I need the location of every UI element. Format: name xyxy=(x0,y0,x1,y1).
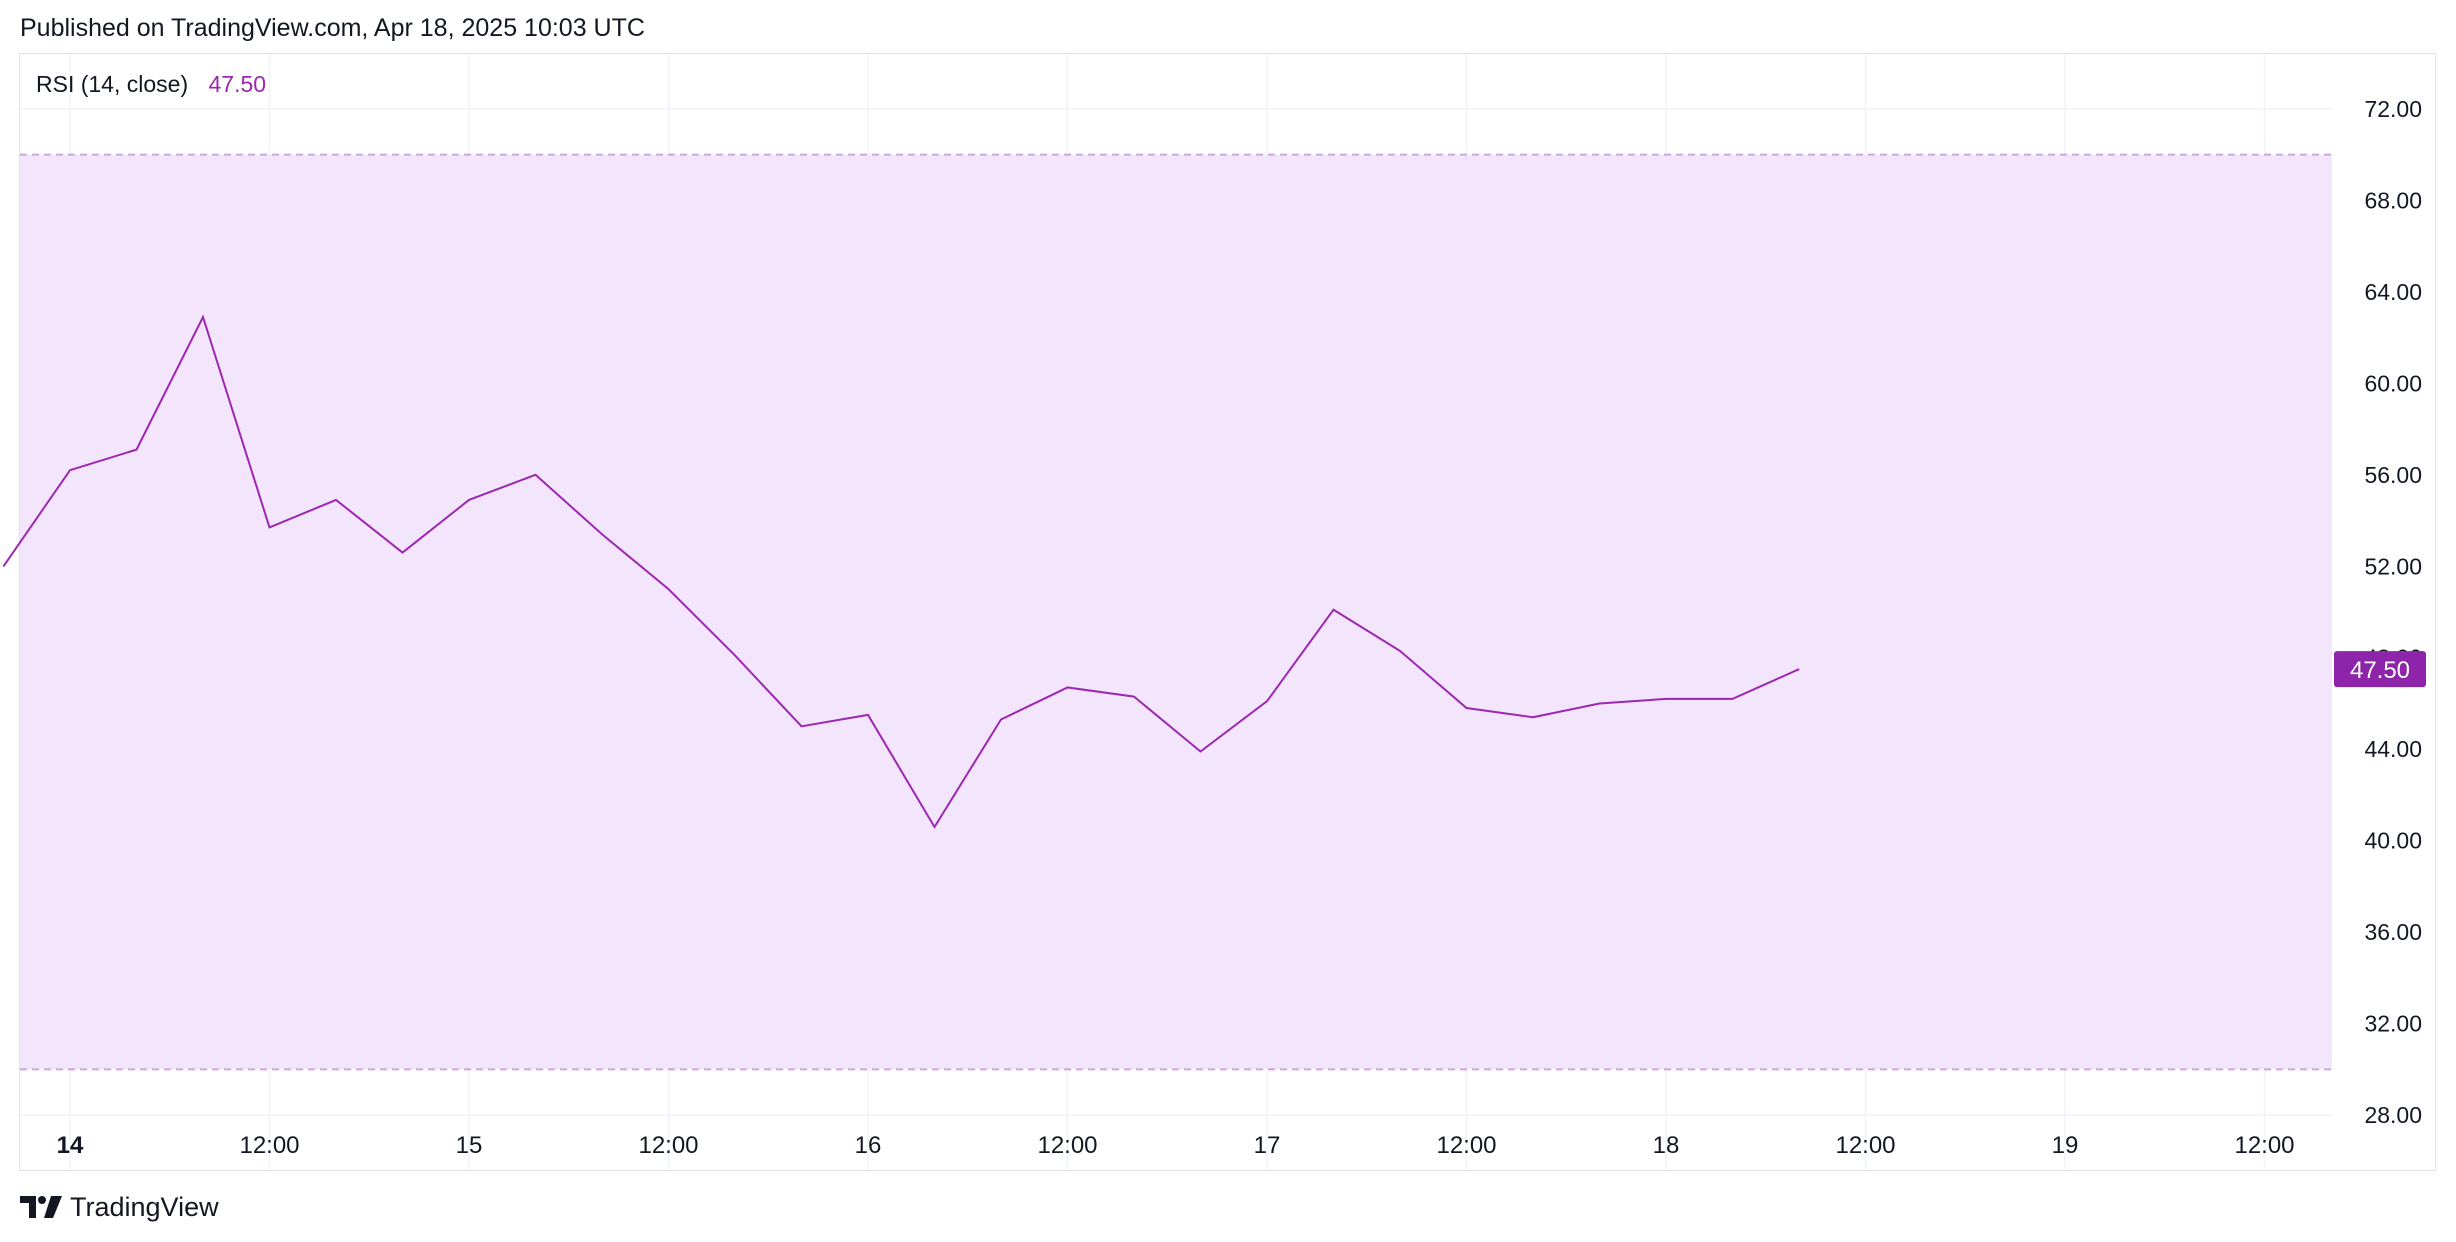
rsi-point xyxy=(1665,698,1667,700)
y-tick-label: 52.00 xyxy=(2364,553,2422,579)
x-day-label: 16 xyxy=(855,1132,882,1159)
y-tick-label: 32.00 xyxy=(2364,1011,2422,1037)
published-caption: Published on TradingView.com, Apr 18, 20… xyxy=(20,14,645,42)
rsi-point xyxy=(335,499,337,501)
brand-name: TradingView xyxy=(70,1191,219,1222)
x-day-label: 19 xyxy=(2052,1132,2079,1159)
rsi-point xyxy=(1000,718,1002,720)
y-tick-label: 28.00 xyxy=(2364,1102,2422,1128)
chart-frame xyxy=(19,53,2436,1171)
rsi-point xyxy=(934,826,935,828)
brand-footer[interactable]: TradingView xyxy=(20,1192,219,1222)
x-time-label: 12:00 xyxy=(1436,1132,1496,1159)
last-value-badge: 47.50 xyxy=(2334,651,2426,688)
y-tick-label: 36.00 xyxy=(2364,919,2422,945)
x-day-label: 18 xyxy=(1653,1132,1680,1159)
rsi-point xyxy=(1532,716,1534,718)
rsi-point xyxy=(535,474,536,476)
last-value-badge-text: 47.50 xyxy=(2350,657,2410,684)
x-time-label: 12:00 xyxy=(1835,1132,1895,1159)
rsi-point xyxy=(468,499,470,501)
x-time-label: 12:00 xyxy=(239,1132,299,1159)
rsi-point xyxy=(69,469,71,471)
y-tick-label: 64.00 xyxy=(2364,279,2422,305)
x-time-label: 12:00 xyxy=(2234,1132,2294,1159)
rsi-point xyxy=(1466,707,1467,709)
rsi-point xyxy=(668,588,669,590)
y-tick-label: 72.00 xyxy=(2364,96,2422,122)
rsi-series xyxy=(2,314,1800,829)
rsi-point xyxy=(1599,702,1600,704)
x-day-label: 17 xyxy=(1254,1132,1281,1159)
overbought-oversold-band xyxy=(20,153,2332,1071)
rsi-line xyxy=(2,314,1800,829)
rsi-point xyxy=(1798,668,1800,670)
rsi-point xyxy=(801,725,802,727)
rsi-point xyxy=(1133,696,1135,698)
rsi-point xyxy=(601,533,603,535)
x-day-label: 15 xyxy=(456,1132,483,1159)
rsi-point xyxy=(1399,650,1401,652)
rsi-band-fill xyxy=(20,154,2332,1070)
rsi-point xyxy=(3,565,4,567)
rsi-point xyxy=(867,714,869,716)
rsi-point xyxy=(1067,686,1068,688)
y-tick-label: 60.00 xyxy=(2364,370,2422,396)
rsi-point xyxy=(1266,700,1268,702)
last-value-badge-bg xyxy=(2334,651,2426,688)
rsi-point xyxy=(1333,609,1334,611)
rsi-point xyxy=(1732,698,1733,700)
rsi-point xyxy=(734,654,736,656)
price-axis: 28.0032.0036.0040.0044.0048.0052.0056.00… xyxy=(2364,96,2422,1128)
rsi-point xyxy=(269,526,270,528)
x-time-label: 12:00 xyxy=(1037,1132,1097,1159)
indicator-name: RSI (14, close) xyxy=(36,71,189,97)
y-tick-label: 68.00 xyxy=(2364,187,2422,213)
rsi-point xyxy=(202,316,204,318)
indicator-value: 47.50 xyxy=(208,71,267,97)
tradingview-logo-icon xyxy=(20,1196,62,1218)
rsi-point xyxy=(1200,751,1201,752)
x-time-label: 12:00 xyxy=(638,1132,698,1159)
y-tick-label: 56.00 xyxy=(2364,462,2422,488)
indicator-legend[interactable]: RSI (14, close) 47.50 xyxy=(36,71,266,98)
rsi-point xyxy=(136,449,137,451)
rsi-point xyxy=(402,552,403,554)
time-axis: 14 12:00 15 12:00 16 12:00 17 12:00 18 12:00 19 12:… xyxy=(57,1132,2295,1159)
x-day-label: 14 xyxy=(57,1132,84,1159)
y-tick-label: 44.00 xyxy=(2364,736,2422,762)
y-tick-label: 40.00 xyxy=(2364,828,2422,854)
